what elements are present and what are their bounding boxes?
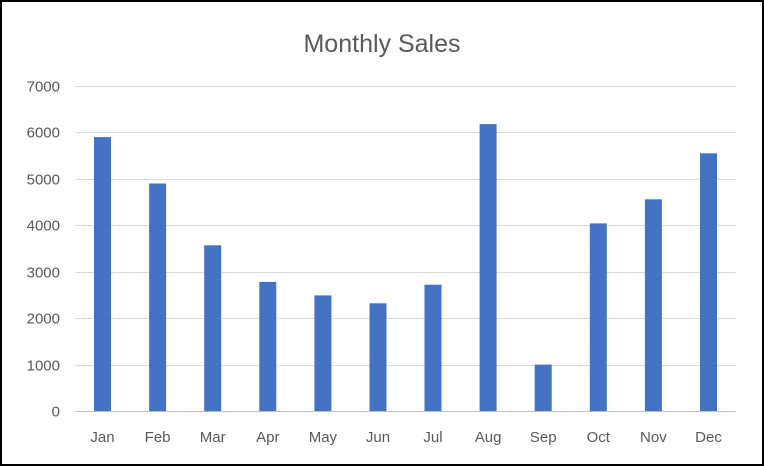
bar-jan (94, 137, 111, 411)
x-tick-label: Jun (366, 429, 390, 446)
y-tick-label: 7000 (27, 79, 60, 96)
bar-apr (259, 281, 277, 411)
x-tick-label: May (309, 429, 338, 446)
x-tick-label: Sep (530, 429, 557, 446)
y-tick-label: 2000 (27, 311, 60, 328)
gridlines (75, 86, 736, 412)
bar-nov (644, 199, 662, 411)
x-tick-label: Nov (640, 429, 667, 446)
x-tick-label: Dec (695, 429, 722, 446)
bar-jul (424, 284, 442, 411)
bar-oct (589, 223, 607, 411)
x-tick-label: Feb (145, 429, 171, 446)
x-tick-label: Jan (90, 429, 114, 446)
y-tick-label: 6000 (27, 125, 60, 142)
chart-title: Monthly Sales (303, 30, 461, 58)
x-tick-labels: Jan Feb Mar Apr May Jun Jul Aug Sep Oct Nov Dec (90, 429, 722, 446)
x-tick-label: Aug (475, 429, 502, 446)
bar-sep (534, 364, 552, 411)
bar-mar (204, 245, 222, 412)
bar-may (314, 295, 332, 411)
y-tick-label: 5000 (27, 172, 60, 189)
bar-jun (369, 303, 387, 411)
bar-feb (149, 183, 167, 411)
y-tick-label: 3000 (27, 265, 60, 282)
x-tick-label: Apr (256, 429, 279, 446)
y-tick-label: 4000 (27, 218, 60, 235)
y-tick-label: 1000 (27, 358, 60, 375)
x-tick-label: Mar (200, 429, 226, 446)
y-tick-labels: 0 1000 2000 3000 4000 5000 6000 7000 (27, 79, 60, 421)
bars (94, 124, 717, 412)
x-tick-label: Oct (587, 429, 611, 446)
y-tick-label: 0 (52, 404, 60, 421)
x-tick-label: Jul (423, 429, 442, 446)
bar-aug (479, 124, 497, 411)
bar-dec (700, 153, 717, 412)
